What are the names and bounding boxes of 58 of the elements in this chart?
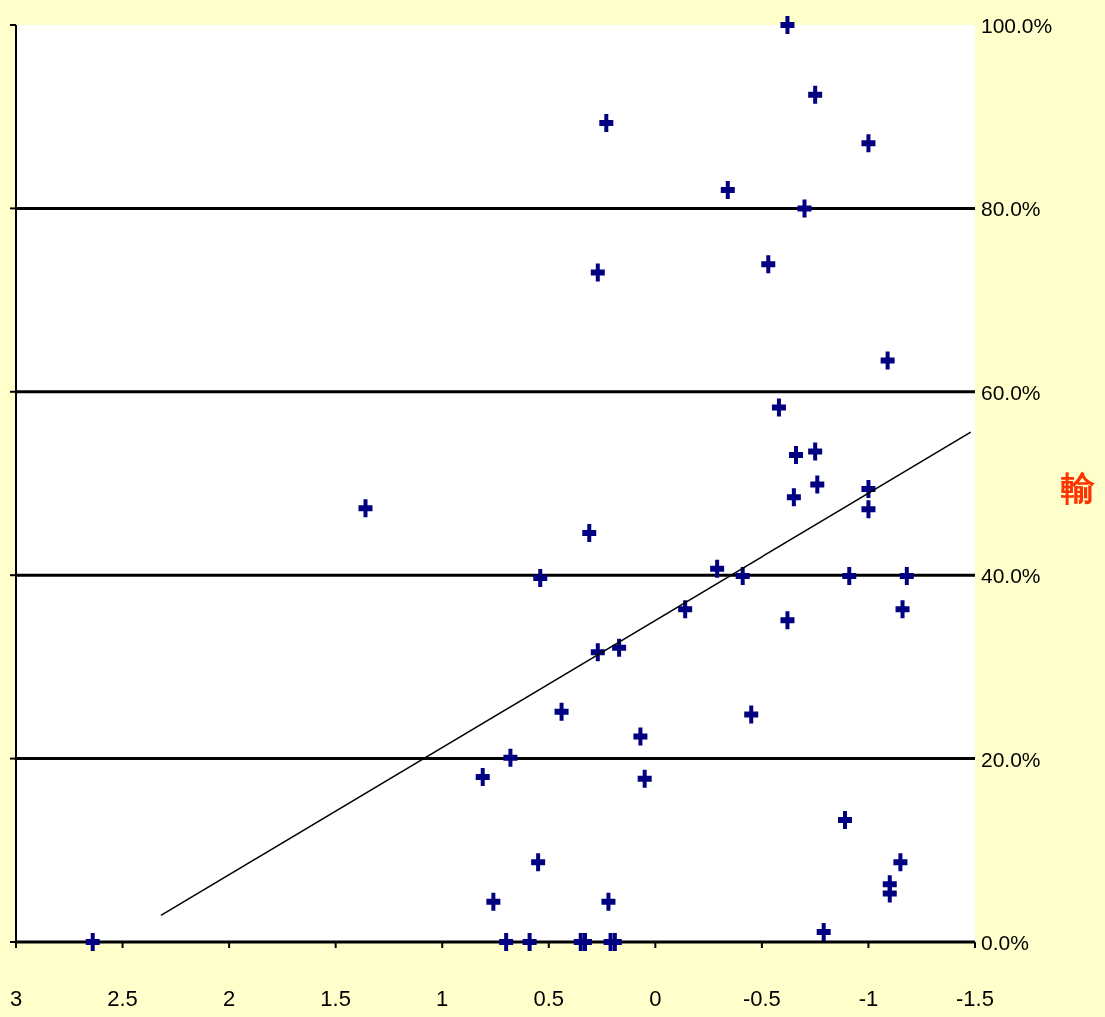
point [522,933,537,951]
x-tick-label: 3 [9,986,23,1011]
y-tick-label: 60.0% [981,380,1041,404]
point [797,199,812,218]
point [744,705,759,724]
point [880,351,895,370]
x-tick-label: 2.5 [107,986,138,1011]
point [842,567,857,586]
x-tick-label: 1 [436,986,449,1011]
point [678,600,693,619]
point [633,727,648,746]
point [599,114,614,133]
point [780,611,795,630]
x-tick-label: 2 [222,986,236,1011]
point [808,85,823,104]
y-tick-label: 40.0% [981,564,1041,588]
x-tick-label: -1 [858,986,879,1011]
x-tick-label: -0.5 [742,986,781,1011]
point [601,892,616,911]
point [475,767,490,786]
point [358,499,373,518]
point [780,16,795,34]
point [735,567,750,586]
point [816,922,831,941]
x-tick-label: 0 [649,986,662,1011]
point [761,255,776,274]
point [720,181,735,200]
y-tick-label: 80.0% [981,197,1041,221]
point [893,853,908,872]
point [808,442,823,461]
point [899,567,914,586]
point [637,769,652,788]
point [895,600,910,619]
point [486,892,501,911]
point [554,702,569,721]
point [810,475,825,494]
point [838,811,852,830]
point [771,398,786,417]
point [503,748,518,767]
point [612,638,627,657]
point [861,500,876,519]
x-tick-label: -1.5 [956,986,994,1011]
point [861,134,876,153]
point [582,524,597,543]
y-tick-label: 20.0% [981,747,1041,771]
x-tick-label: 0.5 [533,986,565,1011]
point [85,933,100,951]
point [710,559,725,578]
x-tick-label: 1.5 [320,986,351,1011]
point [786,488,801,507]
point [590,263,605,282]
point [788,446,803,465]
point [499,933,514,951]
y-axis-title: 輸 [1060,469,1095,507]
point [533,568,548,587]
point [531,853,546,872]
y-tick-label: 100.0% [981,14,1053,37]
y-tick-label: 0.0% [981,931,1029,954]
